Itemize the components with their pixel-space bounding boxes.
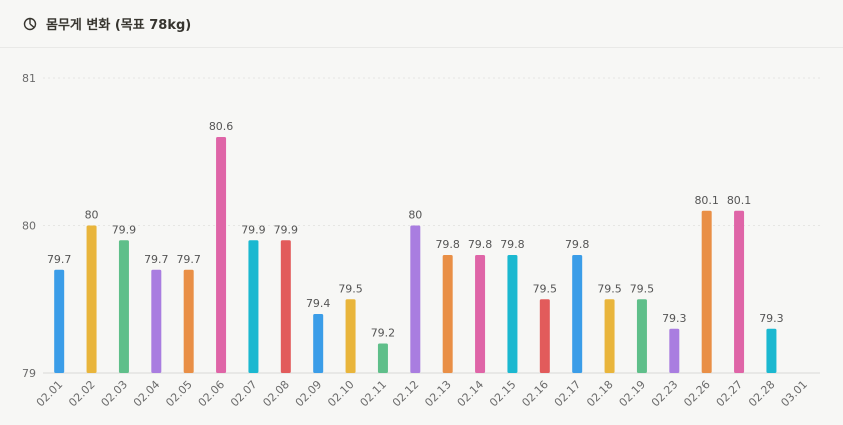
x-tick-label: 02.23	[649, 378, 680, 409]
y-tick-label: 81	[22, 72, 36, 85]
x-tick-label: 02.18	[584, 378, 615, 409]
bar	[636, 299, 647, 373]
x-tick-label: 02.28	[746, 378, 777, 409]
data-label: 79.7	[47, 253, 72, 266]
chart-title: 몸무게 변화 (목표 78kg)	[46, 18, 192, 33]
bar	[183, 269, 194, 373]
bar	[442, 255, 453, 373]
data-label: 80.1	[694, 194, 719, 207]
x-tick-label: 02.06	[196, 378, 227, 409]
data-label: 79.3	[662, 312, 687, 325]
x-tick-label: 02.16	[519, 378, 550, 409]
bar	[410, 225, 421, 373]
x-tick-label: 02.03	[99, 378, 130, 409]
x-tick-label: 02.02	[66, 378, 97, 409]
bar	[507, 255, 518, 373]
y-tick-label: 80	[22, 220, 36, 233]
data-label: 79.8	[468, 238, 493, 251]
bar	[701, 210, 712, 373]
bar	[118, 240, 129, 373]
x-tick-label: 02.11	[358, 378, 389, 409]
bar	[572, 255, 583, 373]
data-label: 80	[85, 209, 99, 222]
x-tick-label: 02.05	[163, 378, 194, 409]
bar	[539, 299, 550, 373]
x-tick-label: 02.14	[455, 378, 486, 409]
x-tick-label: 02.09	[293, 378, 324, 409]
x-tick-label: 02.08	[260, 378, 291, 409]
bar	[86, 225, 97, 373]
data-label: 80.6	[209, 120, 234, 133]
bar	[54, 269, 65, 373]
data-label: 80.1	[727, 194, 752, 207]
pie-chart-icon	[22, 16, 38, 32]
y-tick-label: 79	[22, 367, 36, 380]
data-label: 79.7	[144, 253, 169, 266]
bar	[345, 299, 356, 373]
data-label: 79.7	[176, 253, 201, 266]
chart-header: 몸무게 변화 (목표 78kg)	[0, 0, 843, 48]
x-tick-label: 03.01	[778, 378, 809, 409]
x-tick-label: 02.12	[390, 378, 421, 409]
x-tick-label: 02.01	[34, 378, 65, 409]
x-tick-label: 02.19	[617, 378, 648, 409]
bar	[766, 328, 777, 373]
data-label: 79.3	[759, 312, 784, 325]
data-label: 79.8	[500, 238, 525, 251]
data-label: 79.8	[435, 238, 460, 251]
data-label: 79.4	[306, 297, 331, 310]
x-tick-label: 02.17	[552, 378, 583, 409]
data-label: 79.9	[274, 223, 299, 236]
data-label: 79.5	[338, 282, 363, 295]
bar	[475, 255, 486, 373]
bar	[248, 240, 259, 373]
x-tick-label: 02.13	[422, 378, 453, 409]
bar	[604, 299, 615, 373]
x-tick-label: 02.04	[131, 378, 162, 409]
data-label: 79.9	[241, 223, 266, 236]
data-label: 79.5	[630, 282, 655, 295]
data-label: 79.8	[565, 238, 590, 251]
bar	[216, 137, 227, 373]
data-label: 79.5	[597, 282, 622, 295]
x-tick-label: 02.26	[681, 378, 712, 409]
bar	[151, 269, 162, 373]
bar	[313, 314, 324, 373]
data-label: 80	[408, 209, 422, 222]
data-label: 79.2	[371, 327, 396, 340]
x-tick-label: 02.07	[228, 378, 259, 409]
data-label: 79.9	[112, 223, 137, 236]
data-label: 79.5	[533, 282, 558, 295]
bar	[377, 343, 388, 373]
x-tick-label: 02.15	[487, 378, 518, 409]
x-tick-label: 02.10	[325, 378, 356, 409]
x-tick-label: 02.27	[714, 378, 745, 409]
bar	[280, 240, 291, 373]
bar	[669, 328, 680, 373]
bar	[734, 210, 745, 373]
